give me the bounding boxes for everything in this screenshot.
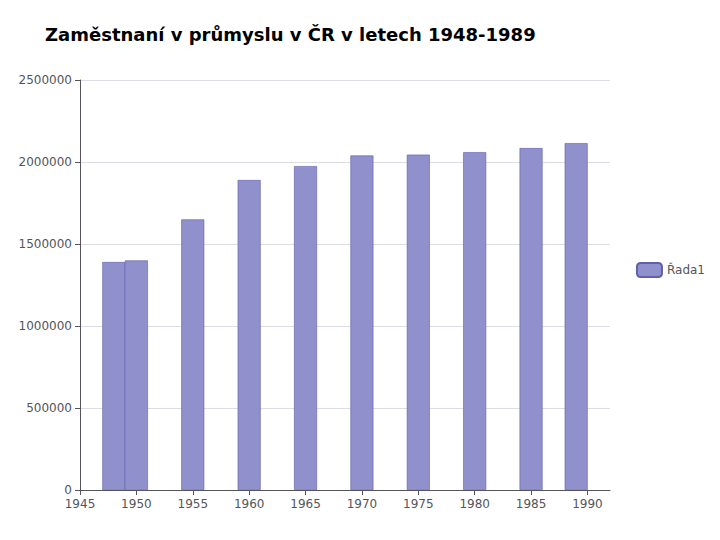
svg-text:1960: 1960 (234, 497, 265, 511)
svg-text:Řada1: Řada1 (667, 262, 705, 277)
svg-text:0: 0 (64, 483, 72, 497)
svg-text:1945: 1945 (65, 497, 96, 511)
svg-text:1955: 1955 (177, 497, 208, 511)
svg-text:1975: 1975 (403, 497, 434, 511)
svg-text:500000: 500000 (26, 401, 72, 415)
svg-text:1950: 1950 (121, 497, 152, 511)
svg-text:1985: 1985 (516, 497, 547, 511)
svg-text:1970: 1970 (347, 497, 378, 511)
svg-text:1500000: 1500000 (19, 237, 72, 251)
svg-text:1965: 1965 (290, 497, 321, 511)
svg-text:1000000: 1000000 (19, 319, 72, 333)
svg-text:Zaměstnaní v průmyslu v ČR v l: Zaměstnaní v průmyslu v ČR v letech 1948… (45, 24, 536, 45)
svg-text:2000000: 2000000 (19, 155, 72, 169)
svg-text:1980: 1980 (459, 497, 490, 511)
svg-text:2500000: 2500000 (19, 73, 72, 87)
svg-text:1990: 1990 (572, 497, 603, 511)
